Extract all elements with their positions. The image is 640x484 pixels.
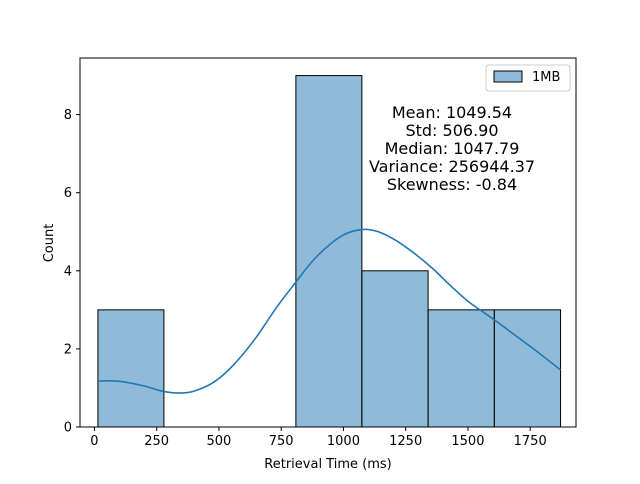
x-tick-label: 1000 [327,434,360,449]
y-tick-label: 2 [64,342,72,357]
y-axis-label: Count [42,224,57,263]
y-tick-label: 4 [64,264,72,279]
histogram-bar [493,309,562,428]
x-tick-label: 1500 [451,434,484,449]
x-tick-label: 750 [269,434,294,449]
legend-swatch [493,70,523,83]
plot-frame [79,57,577,428]
stats-median: Median: 1047.79 [385,139,520,158]
stats-mean: Mean: 1049.54 [392,103,512,122]
histogram-bar [427,309,495,428]
stats-variance: Variance: 256944.37 [369,157,535,176]
histogram-bar [361,270,429,428]
kde-layer [97,228,562,394]
stats-skewness: Skewness: -0.84 [387,175,517,194]
legend: 1MB [485,64,571,92]
x-axis-label: Retrieval Time (ms) [264,457,391,472]
x-tick-label: 250 [144,434,169,449]
y-tick-label: 0 [64,421,72,436]
stats-std: Std: 506.90 [405,121,498,140]
labels-layer: Retrieval Time (ms) Count [42,224,392,472]
x-tick-label: 500 [207,434,232,449]
histogram-bar [295,75,363,428]
kde-curve [97,228,562,394]
x-tick-label: 1250 [389,434,422,449]
y-tick-label: 6 [64,186,72,201]
histogram-bar [97,309,165,428]
legend-label: 1MB [532,70,560,85]
bars-layer [97,75,562,428]
x-tick-label: 0 [90,434,98,449]
x-tick-label: 1750 [514,434,547,449]
stats-annotation: Mean: 1049.54 Std: 506.90 Median: 1047.7… [369,103,535,194]
y-tick-label: 8 [64,108,72,123]
axes-layer: 0 250 500 750 1000 1250 1500 1750 0 2 4 6 8 [64,57,577,449]
